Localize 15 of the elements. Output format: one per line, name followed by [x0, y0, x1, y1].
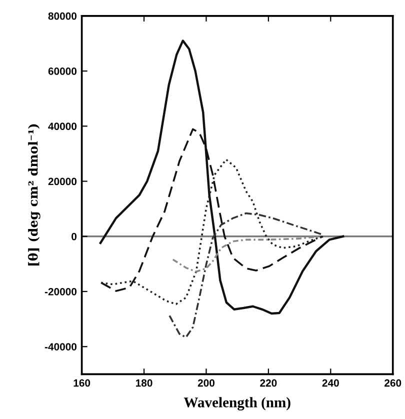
- y-tick-label: -40000: [44, 343, 77, 350]
- y-tick-label: 60000: [48, 68, 77, 75]
- x-tick-label: 260: [384, 379, 402, 387]
- x-tick-label: 220: [260, 379, 277, 387]
- x-tick-label: 200: [198, 379, 214, 387]
- y-tick-label: 80000: [48, 12, 77, 20]
- x-tick-label: 240: [322, 379, 339, 387]
- y-axis-title: [θ] (deg cm² dmol⁻¹): [28, 124, 40, 266]
- x-tick-label: 180: [136, 379, 152, 387]
- y-tick-label: 40000: [48, 122, 77, 130]
- y-tick-label: 0: [72, 232, 77, 240]
- y-tick-label: -20000: [44, 288, 77, 296]
- x-axis-title: Wavelength (nm): [184, 397, 290, 410]
- y-tick-label: 20000: [48, 178, 77, 186]
- x-tick-label: 160: [74, 379, 90, 387]
